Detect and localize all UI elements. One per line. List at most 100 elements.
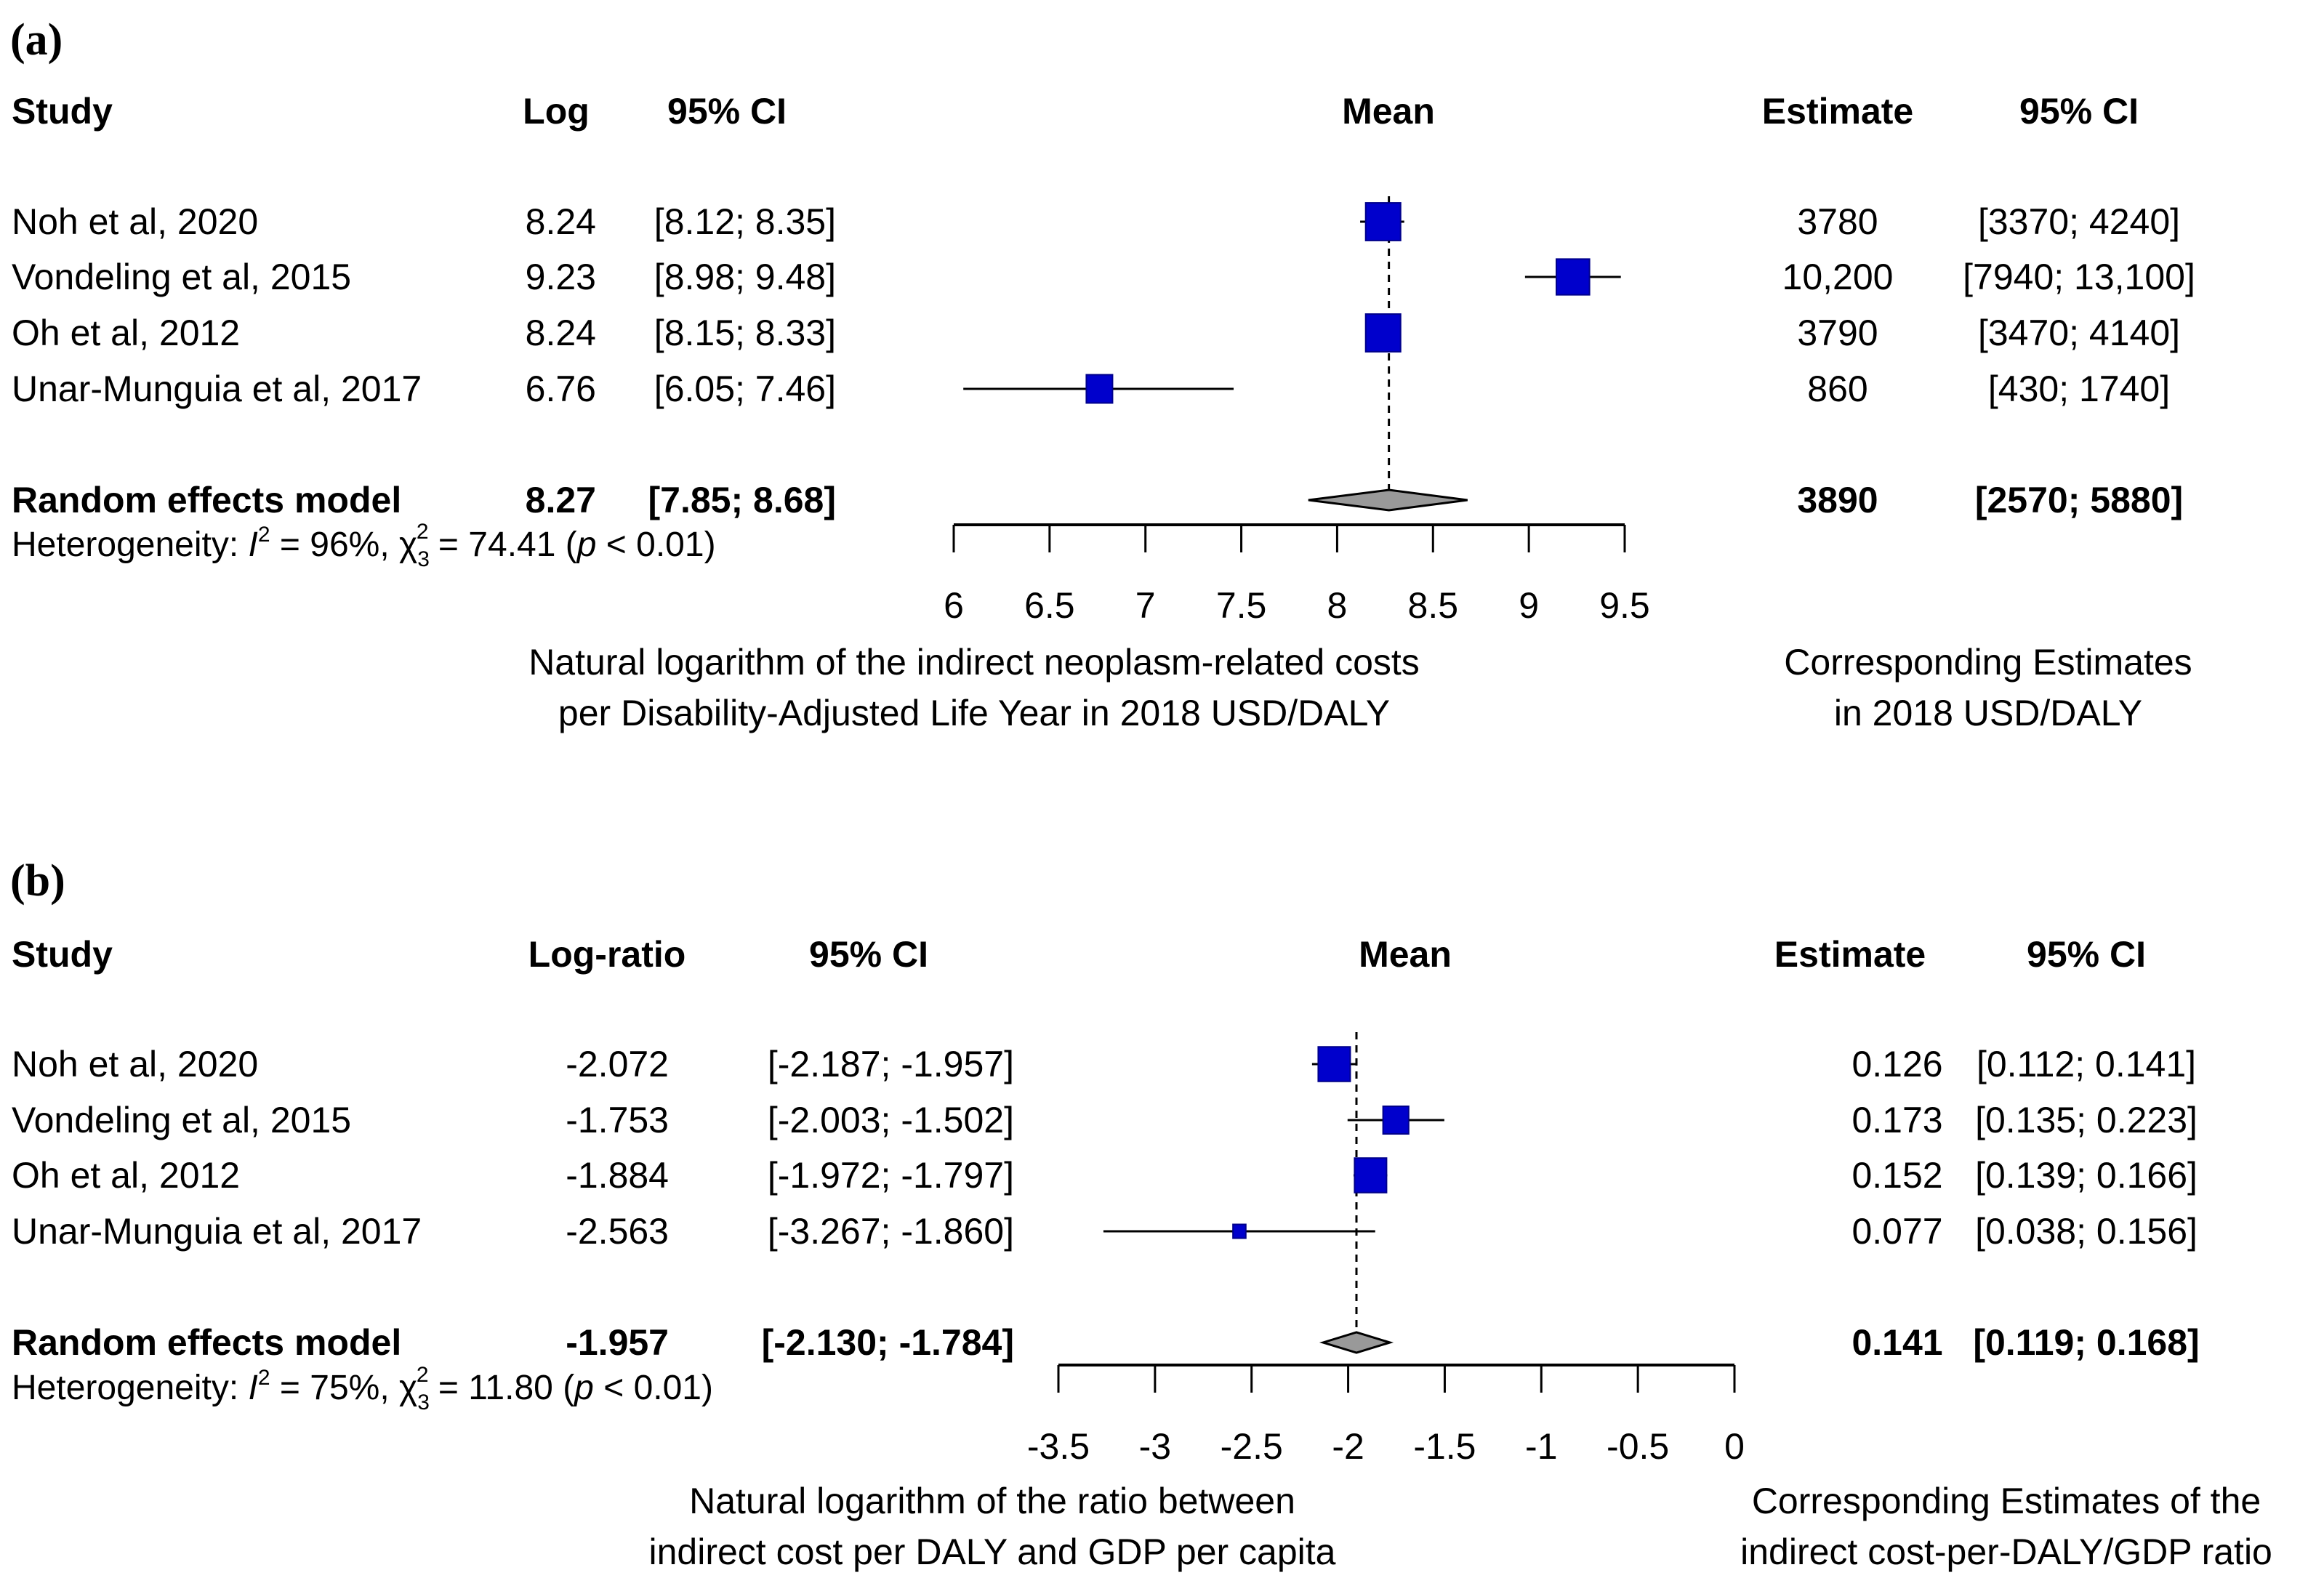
x-tick-label: -1 [1525,1426,1557,1467]
study-name: Noh et al, 2020 [12,201,258,242]
heterogeneity-text: Heterogeneity: I2 = 96%, χ32 = 74.41 (p … [12,520,716,571]
het-chi-df: 3 [417,547,430,571]
study-ci: [-2.003; -1.502] [768,1100,1014,1140]
study-marker [1382,1105,1410,1135]
het-chi-superscript: 2 [417,1363,429,1387]
header-effect: Log [523,91,590,132]
study-row: Vondeling et al, 2015 9.23 [8.98; 9.48] 10,… [12,257,2195,297]
study-row: Unar-Munguia et al, 2017 -2.563 [-3.267; -… [12,1211,2198,1252]
study-effect: 6.76 [526,369,596,409]
forest-panel-b: (b) Study Log-ratio 95% CI Mean Estimate 95% C… [10,856,2272,1572]
study-effect: 9.23 [526,257,596,297]
study-marker [1232,1223,1247,1239]
pooled-name: Random effects model [12,1322,401,1363]
study-estimate: 0.152 [1851,1155,1942,1196]
study-marker [1555,258,1591,296]
study-name: Unar-Munguia et al, 2017 [12,369,422,409]
x-axis-label-line2: indirect cost per DALY and GDP per capit… [649,1531,1336,1572]
het-i-symbol: I [249,526,258,564]
x-tick-label: -2.5 [1221,1426,1283,1467]
study-effect: -1.884 [566,1155,669,1196]
pooled-estimate: 0.141 [1851,1322,1942,1363]
x-tick-label: -1.5 [1413,1426,1476,1467]
study-effect: -1.753 [566,1100,669,1140]
study-effect: -2.563 [566,1211,669,1252]
header-estimate: Estimate [1762,91,1913,132]
study-ci: [6.05; 7.46] [654,369,836,409]
estimate-label-line1: Corresponding Estimates [1784,642,2192,683]
study-name: Unar-Munguia et al, 2017 [12,1211,422,1252]
het-chi-symbol: χ [399,526,417,564]
pooled-row: Random effects model -1.957 [-2.130; -1.78… [12,1322,2200,1363]
estimate-label-line2: in 2018 USD/DALY [1834,693,2142,733]
x-tick-label: 6 [944,585,964,626]
study-row: Vondeling et al, 2015 -1.753 [-2.003; -1.5… [12,1100,2198,1140]
study-estimate: 3790 [1797,313,1878,353]
study-row: Noh et al, 2020 -2.072 [-2.187; -1.957] 0.1… [12,1044,2196,1084]
pooled-name: Random effects model [12,480,401,520]
het-p-symbol: p [573,1369,594,1407]
x-tick-label: 9 [1519,585,1539,626]
study-estimate-ci: [0.112; 0.141] [1977,1044,2196,1084]
pooled-estimate: 3890 [1797,480,1878,520]
header-ci: 95% CI [667,91,787,132]
study-ci: [-2.187; -1.957] [768,1044,1014,1084]
study-row: Noh et al, 2020 8.24 [8.12; 8.35] 3780 [3370… [12,201,2180,242]
forest-panel-a: (a) Study Log 95% CI Mean Estimate 95% CI Noh e… [10,15,2195,733]
study-estimate-ci: [0.038; 0.156] [1975,1211,2198,1252]
x-tick-label: 8 [1327,585,1348,626]
het-i2-value: = 75%, [270,1369,399,1407]
study-name: Oh et al, 2012 [12,1155,240,1196]
study-estimate: 860 [1807,369,1867,409]
x-tick-label: 8.5 [1408,585,1459,626]
het-prefix: Heterogeneity: [12,526,249,564]
header-estimate-ci: 95% CI [2027,934,2146,975]
het-chi-value: = 74.41 ( [429,526,577,564]
pooled-ci: [7.85; 8.68] [648,480,836,520]
het-i-superscript: 2 [258,523,270,547]
x-tick-label: -2 [1332,1426,1364,1467]
x-axis-label-line1: Natural logarithm of the ratio between [689,1481,1295,1521]
het-chi-superscript: 2 [417,520,429,544]
header-estimate: Estimate [1774,934,1926,975]
x-tick-label: -3.5 [1027,1426,1090,1467]
estimate-label-line1: Corresponding Estimates of the [1752,1481,2261,1521]
study-estimate-ci: [7940; 13,100] [1963,257,2195,297]
study-estimate: 3780 [1797,201,1878,242]
study-effect: -2.072 [566,1044,669,1084]
pooled-estimate-ci: [2570; 5880] [1975,480,2183,520]
study-estimate-ci: [3370; 4240] [1978,201,2180,242]
het-chi-symbol: χ [399,1369,417,1407]
pooled-diamond [1308,488,1468,512]
header-estimate-ci: 95% CI [2019,91,2139,132]
het-i-superscript: 2 [258,1366,270,1390]
study-estimate: 0.077 [1851,1211,1942,1252]
header-ci: 95% CI [809,934,928,975]
study-name: Oh et al, 2012 [12,313,240,353]
study-name: Vondeling et al, 2015 [12,1100,351,1140]
het-p-value: < 0.01) [594,1369,713,1407]
study-estimate-ci: [0.135; 0.223] [1975,1100,2198,1140]
x-tick-label: 6.5 [1024,585,1075,626]
x-tick-label: -0.5 [1607,1426,1669,1467]
study-estimate: 0.173 [1851,1100,1942,1140]
het-chi-value: = 11.80 ( [429,1369,575,1407]
pooled-row: Random effects model 8.27 [7.85; 8.68] 3890… [12,480,2183,520]
het-i2-value: = 96%, [270,526,399,564]
x-axis-label-line1: Natural logarithm of the indirect neopla… [528,642,1420,683]
panel-label: (a) [10,15,63,65]
het-chi-df: 3 [417,1390,430,1414]
study-row: Oh et al, 2012 -1.884 [-1.972; -1.797] 0.15… [12,1155,2198,1196]
x-tick-label: 9.5 [1599,585,1650,626]
header-mean: Mean [1342,91,1435,132]
study-marker [1354,1157,1388,1193]
study-marker [1364,202,1402,241]
het-p-symbol: p [576,526,597,564]
x-tick-label: 0 [1724,1426,1745,1467]
study-row: Unar-Munguia et al, 2017 6.76 [6.05; 7.46]… [12,369,2170,409]
study-marker [1317,1046,1351,1082]
heterogeneity-text: Heterogeneity: I2 = 75%, χ32 = 11.80 (p … [12,1363,713,1414]
study-ci: [8.15; 8.33] [654,313,836,353]
x-axis: -3.5 -3 -2.5 -2 -1.5 -1 -0.5 0 [1027,1364,1745,1467]
